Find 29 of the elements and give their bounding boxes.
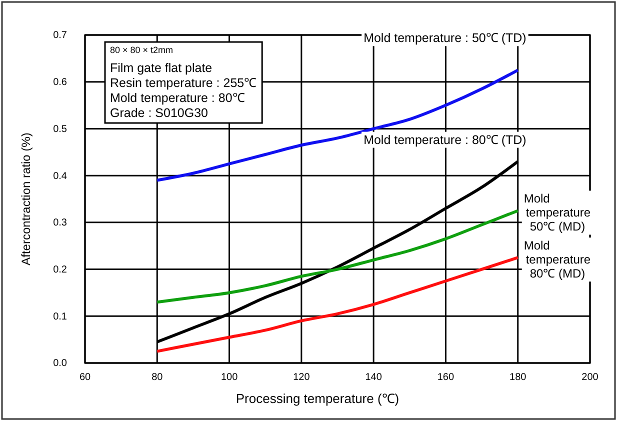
y-axis-title: Aftercontraction ratio (%) (19, 132, 33, 266)
x-tick-label: 200 (582, 372, 599, 384)
line-series (156, 209, 520, 304)
text: Mold temperature : 50℃ (TD) (364, 31, 526, 46)
y-tick-label: 0.2 (53, 264, 68, 276)
x-axis-title: Processing temperature (℃) (236, 391, 400, 406)
y-tick-label: 0.3 (53, 218, 68, 229)
annotation: 80 × 80 × t2mm (110, 45, 174, 55)
y-tick-label: 0.1 (53, 311, 68, 322)
y-tick-label: 0.4 (53, 170, 68, 182)
x-tick-label: 80 (152, 372, 164, 384)
annotation: Mold temperature : 80℃ (110, 91, 246, 105)
x-tick-label: 180 (510, 372, 527, 384)
series-label: Mold temperature 50℃ (MD) (524, 192, 591, 234)
line-series (156, 256, 520, 353)
series-label: Mold temperature 80℃ (MD) (524, 238, 591, 281)
x-tick-label: 60 (79, 372, 91, 384)
x-tick-label: 100 (220, 372, 238, 384)
y-tick-label: 0.5 (53, 124, 68, 135)
y-tick-label: 0.6 (53, 77, 68, 88)
x-tick-label: 120 (293, 372, 310, 384)
annotation: Grade : S010G30 (110, 106, 208, 120)
annotation: Resin temperature : 255℃ (110, 76, 258, 90)
x-tick-label: 140 (365, 372, 382, 384)
y-tick-label: 0.7 (53, 30, 68, 42)
x-tick-label: 160 (437, 372, 454, 384)
series-label: Mold temperature : 80℃ (TD) (364, 132, 526, 147)
y-tick-label: 0.0 (53, 358, 68, 370)
annotation: Film gate flat plate (110, 61, 212, 75)
